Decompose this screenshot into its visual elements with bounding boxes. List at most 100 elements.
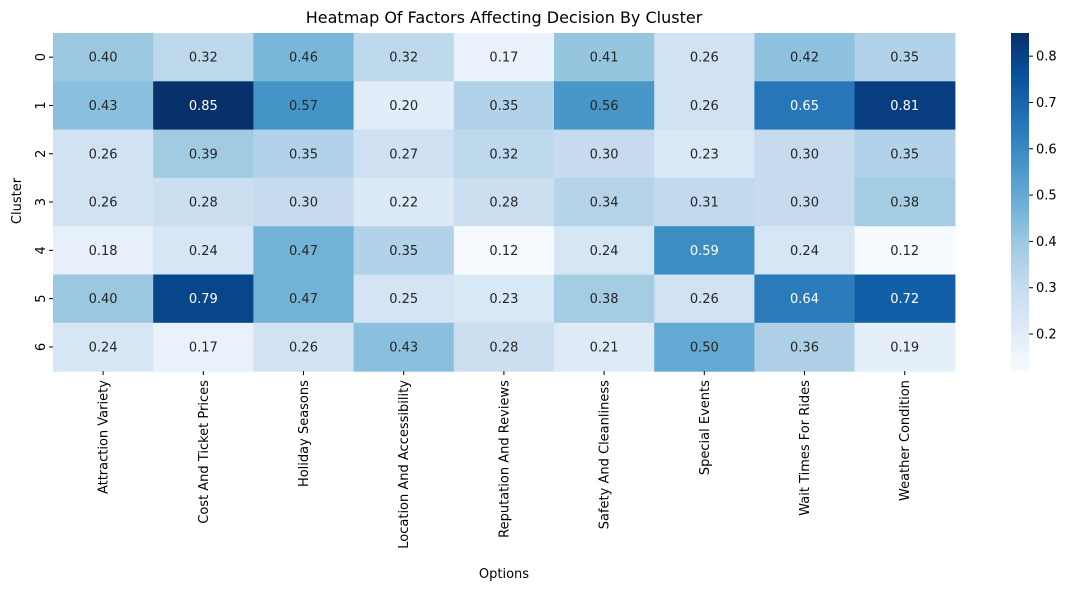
cell-value-label: 0.25 (389, 292, 418, 307)
heatmap-cell (453, 322, 555, 372)
cell-value-label: 0.47 (289, 244, 318, 259)
heatmap-cell (754, 274, 856, 324)
heatmap-cell (353, 81, 455, 131)
y-tick-label: 4 (34, 246, 49, 254)
cell-value-label: 0.30 (790, 196, 819, 211)
cell-value-label: 0.24 (89, 340, 118, 355)
colorbar-tick-label: 0.7 (1036, 96, 1057, 111)
heatmap-cell (353, 33, 455, 82)
heatmap-cell (53, 33, 154, 82)
heatmap-cell (854, 33, 956, 82)
cell-value-label: 0.46 (289, 51, 318, 66)
heatmap-cell (353, 129, 455, 179)
cell-value-label: 0.28 (489, 340, 518, 355)
x-tick-label: Attraction Variety (97, 380, 112, 494)
cell-value-label: 0.56 (590, 99, 619, 114)
cell-value-label: 0.24 (590, 244, 619, 259)
x-tick-label: Location And Accessibility (397, 380, 412, 549)
heatmap-cell (854, 274, 956, 324)
cell-value-label: 0.26 (89, 196, 118, 211)
heatmap-cell (453, 226, 555, 276)
cell-value-label: 0.32 (489, 147, 518, 162)
heatmap-cell (153, 33, 254, 82)
heatmap-cell (153, 226, 254, 276)
heatmap-cell (53, 129, 154, 179)
x-tick-label: Wait Times For Rides (798, 380, 813, 516)
heatmap-cell (854, 81, 956, 131)
heatmap-cell (153, 129, 254, 179)
cell-value-label: 0.31 (690, 196, 719, 211)
heatmap-cell (153, 322, 254, 372)
colorbar-tick-label: 0.8 (1036, 50, 1057, 65)
cell-value-label: 0.18 (89, 244, 118, 259)
heatmap-cell (754, 226, 856, 276)
cell-value-label: 0.79 (189, 292, 218, 307)
cell-value-label: 0.26 (690, 51, 719, 66)
x-axis-label: Options (479, 567, 529, 582)
cell-value-label: 0.40 (89, 51, 118, 66)
colorbar-gradient (1011, 33, 1029, 372)
y-tick-label: 2 (34, 150, 49, 158)
heatmap-cell (654, 129, 755, 179)
cell-value-label: 0.40 (89, 292, 118, 307)
cell-value-label: 0.19 (890, 340, 919, 355)
y-tick-label: 3 (34, 198, 49, 206)
heatmap-cell (353, 177, 455, 227)
heatmap-cell (754, 177, 856, 227)
cell-value-label: 0.64 (790, 292, 819, 307)
cell-value-label: 0.39 (189, 147, 218, 162)
cell-value-label: 0.35 (890, 147, 919, 162)
cell-value-label: 0.24 (790, 244, 819, 259)
y-axis-ticks: 0 1 2 3 4 5 6 (34, 53, 53, 351)
cell-value-label: 0.23 (489, 292, 518, 307)
cell-value-label: 0.20 (389, 99, 418, 114)
cell-value-label: 0.41 (590, 51, 619, 66)
x-tick-label: Cost And Ticket Prices (197, 380, 212, 524)
heatmap-cell (754, 81, 856, 131)
cell-value-label: 0.30 (590, 147, 619, 162)
heatmap-cell (554, 81, 655, 131)
cell-value-label: 0.35 (289, 147, 318, 162)
cell-value-label: 0.17 (189, 340, 218, 355)
heatmap-cell (353, 322, 455, 372)
heatmap-cell (854, 129, 956, 179)
cell-value-label: 0.47 (289, 292, 318, 307)
x-tick-label: Weather Condition (898, 380, 913, 501)
heatmap-cell (153, 177, 254, 227)
heatmap-cell (554, 129, 655, 179)
heatmap-cell (53, 274, 154, 324)
cell-value-label: 0.32 (389, 51, 418, 66)
heatmap-cell (453, 81, 555, 131)
heatmap-cell (754, 129, 856, 179)
cell-value-label: 0.32 (189, 51, 218, 66)
x-tick-label: Special Events (698, 380, 713, 475)
heatmap-cell (654, 226, 755, 276)
cell-value-label: 0.28 (189, 196, 218, 211)
y-tick-label: 5 (34, 295, 49, 303)
heatmap-cell (53, 322, 154, 372)
heatmap-cell (754, 33, 856, 82)
heatmap-cell (153, 274, 254, 324)
heatmap-cell (53, 177, 154, 227)
y-tick-label: 6 (34, 343, 49, 351)
heatmap-cell (253, 177, 355, 227)
heatmap-cell (253, 322, 355, 372)
heatmap-cell (854, 322, 956, 372)
colorbar: 0.2 0.3 0.4 0.5 0.6 0.7 0.8 (1011, 33, 1057, 372)
cell-value-label: 0.30 (790, 147, 819, 162)
heatmap-cell (854, 177, 956, 227)
y-axis-label: Cluster (10, 177, 25, 224)
heatmap-cell (854, 226, 956, 276)
heatmap-cell (253, 274, 355, 324)
cell-value-label: 0.26 (289, 340, 318, 355)
cell-value-label: 0.22 (389, 196, 418, 211)
cell-value-label: 0.38 (590, 292, 619, 307)
heatmap-cell (453, 177, 555, 227)
cell-value-label: 0.17 (489, 51, 518, 66)
colorbar-tick-label: 0.3 (1036, 281, 1057, 296)
cell-value-label: 0.38 (890, 196, 919, 211)
heatmap-cell (654, 33, 755, 82)
cell-value-label: 0.85 (189, 99, 218, 114)
cell-value-label: 0.28 (489, 196, 518, 211)
